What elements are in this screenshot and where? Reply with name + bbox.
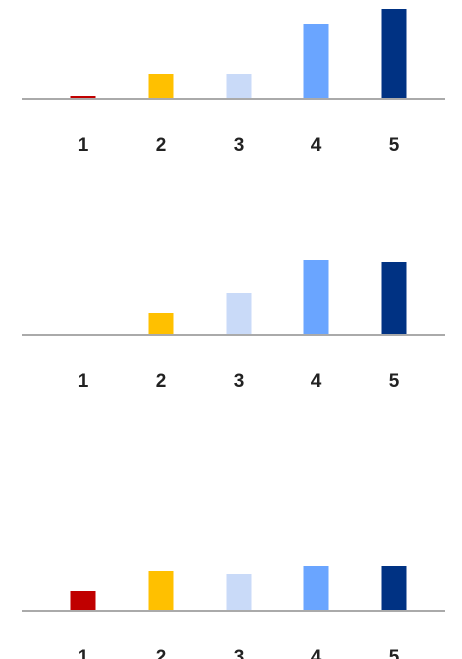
x-tick-label: 4 <box>311 647 322 659</box>
x-tick-label: 4 <box>311 135 322 156</box>
x-tick-label: 5 <box>389 647 400 659</box>
bar-5 <box>381 262 407 335</box>
bar-2 <box>148 74 174 99</box>
x-tick-label: 1 <box>78 647 89 659</box>
bar-chart-1: 1 2 3 4 5 <box>22 9 445 156</box>
x-tick-label: 5 <box>389 371 400 392</box>
bar-4 <box>303 260 329 335</box>
bar-3 <box>226 574 252 611</box>
x-tick-label: 3 <box>234 647 245 659</box>
bar-3 <box>226 74 252 99</box>
bar-3 <box>226 293 252 335</box>
x-tick-label: 1 <box>78 135 89 156</box>
x-tick-label: 3 <box>234 135 245 156</box>
bar-2 <box>148 571 174 611</box>
bar-5 <box>381 9 407 99</box>
bar-1 <box>70 96 96 99</box>
x-tick-label: 1 <box>78 371 89 392</box>
bar-chart-3: 1 2 3 4 5 <box>22 566 445 659</box>
x-tick-label: 3 <box>234 371 245 392</box>
bar-5 <box>381 566 407 611</box>
bar-2 <box>148 313 174 335</box>
bar-1 <box>70 591 96 611</box>
bar-4 <box>303 24 329 99</box>
x-tick-label: 2 <box>156 371 167 392</box>
bar-chart-2: 1 2 3 4 5 <box>22 260 445 392</box>
bar-4 <box>303 566 329 611</box>
x-tick-label: 5 <box>389 135 400 156</box>
x-tick-label: 2 <box>156 135 167 156</box>
x-tick-label: 4 <box>311 371 322 392</box>
x-tick-label: 2 <box>156 647 167 659</box>
